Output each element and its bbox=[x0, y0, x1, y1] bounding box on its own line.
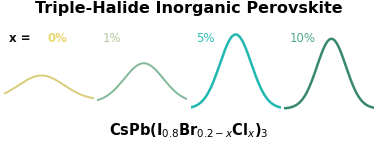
Text: Triple-Halide Inorganic Perovskite: Triple-Halide Inorganic Perovskite bbox=[35, 1, 343, 16]
Text: 10%: 10% bbox=[289, 32, 315, 45]
Text: 5%: 5% bbox=[196, 32, 214, 45]
Text: x =: x = bbox=[9, 32, 35, 45]
Text: 1%: 1% bbox=[102, 32, 121, 45]
Text: 0%: 0% bbox=[47, 32, 67, 45]
Text: CsPb(I$_{0.8}$Br$_{0.2-x}$Cl$_{x}$)$_{3}$: CsPb(I$_{0.8}$Br$_{0.2-x}$Cl$_{x}$)$_{3}… bbox=[109, 121, 269, 140]
